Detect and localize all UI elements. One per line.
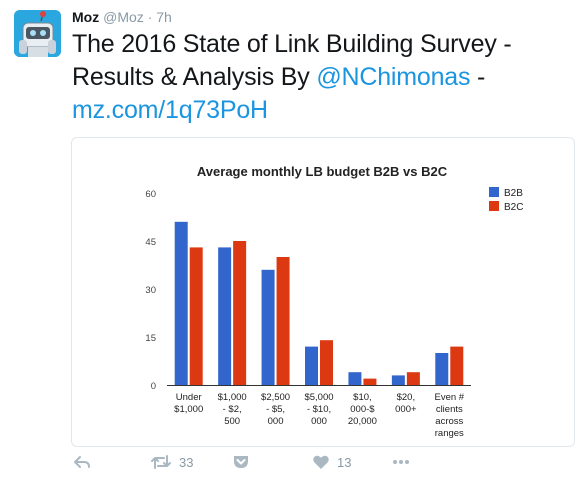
more-button[interactable] xyxy=(391,454,411,470)
mention-link[interactable]: @NChimonas xyxy=(316,63,471,91)
author-name[interactable]: Moz xyxy=(72,9,100,25)
bar-b2c xyxy=(276,257,290,385)
retweet-count: 33 xyxy=(179,454,194,470)
x-tick-label: $5,000- $10, 000 xyxy=(304,392,333,427)
y-tick-label: 45 xyxy=(145,237,156,248)
like-button[interactable]: 13 xyxy=(312,454,351,470)
x-tick-label: $10, 000-$ 20,000 xyxy=(348,392,377,427)
x-tick-label: $1,000- $2, 500 xyxy=(218,392,247,427)
avatar[interactable] xyxy=(14,10,61,57)
bar-b2c xyxy=(450,346,464,385)
bar-b2c xyxy=(320,340,333,385)
tweet-text-part1: The 2016 State of Link Building Survey -… xyxy=(72,30,512,91)
separator-dot: · xyxy=(147,9,153,25)
pocket-button[interactable] xyxy=(232,454,250,470)
bar-b2b xyxy=(348,372,362,385)
like-count: 13 xyxy=(337,454,352,470)
url-link[interactable]: mz.com/1q73PoH xyxy=(72,96,268,124)
pocket-icon xyxy=(234,456,248,468)
bar-b2c xyxy=(189,247,203,385)
bar-b2b xyxy=(218,247,232,385)
y-tick-label: 0 xyxy=(151,381,156,392)
tweet-text-part2: - xyxy=(470,63,486,91)
bar-chart: Average monthly LB budget B2B vs B2C 0 15 3… xyxy=(145,164,523,439)
reply-icon xyxy=(74,456,90,468)
bar-b2c xyxy=(406,372,420,385)
chart-card[interactable]: Average monthly LB budget B2B vs B2C 0 15 3… xyxy=(71,137,575,447)
heart-icon xyxy=(313,455,329,469)
bar-b2b xyxy=(174,221,188,385)
x-tick-label: Even # clients across ranges xyxy=(434,392,464,439)
tweet-actions: 33 13 xyxy=(0,450,581,479)
y-tick-label: 60 xyxy=(145,189,156,200)
legend-label-b2b: B2B xyxy=(504,188,523,199)
moz-robot-logo-icon xyxy=(14,10,61,57)
bar-b2b xyxy=(435,353,449,385)
retweet-button[interactable]: 33 xyxy=(150,454,193,470)
more-dots-icon xyxy=(393,460,409,464)
y-tick-label: 15 xyxy=(145,333,156,344)
bar-b2b xyxy=(305,346,318,385)
bar-b2b xyxy=(391,375,405,385)
bar-b2c xyxy=(363,378,377,385)
x-tick-label: $2,500- $5, 000 xyxy=(261,392,290,427)
author-handle[interactable]: @Moz xyxy=(103,9,144,25)
bar-b2c xyxy=(233,241,247,385)
reply-button[interactable] xyxy=(73,454,91,470)
tweet-timestamp[interactable]: 7h xyxy=(156,9,172,25)
tweet-text: The 2016 State of Link Building Survey -… xyxy=(72,28,567,127)
bar-b2b xyxy=(261,269,275,385)
y-tick-label: 30 xyxy=(145,285,156,296)
legend-swatch-b2c xyxy=(489,201,499,211)
x-tick-label: Under $1,000 xyxy=(174,392,203,415)
legend-swatch-b2b xyxy=(489,187,499,197)
x-tick-label: $20, 000+ xyxy=(395,392,417,415)
tweet-header: Moz @Moz · 7h xyxy=(72,8,172,26)
chart-title: Average monthly LB budget B2B vs B2C xyxy=(197,164,448,179)
legend-label-b2c: B2C xyxy=(504,202,523,213)
retweet-icon xyxy=(151,455,171,469)
